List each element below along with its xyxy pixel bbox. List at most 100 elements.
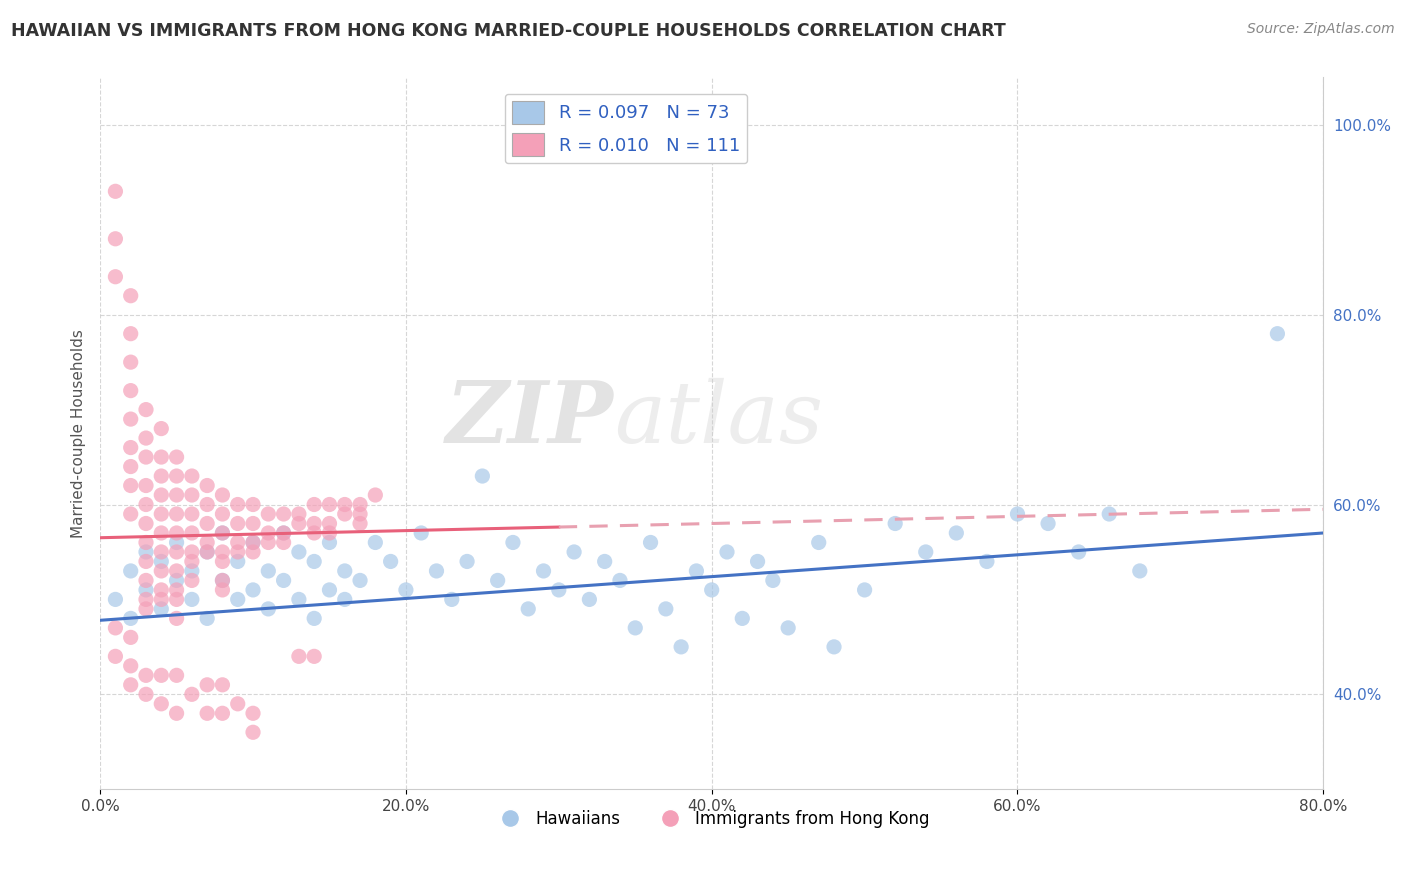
Point bbox=[195, 498, 218, 512]
Point bbox=[731, 611, 754, 625]
Point bbox=[211, 574, 233, 588]
Point bbox=[884, 516, 907, 531]
Point bbox=[288, 516, 311, 531]
Point bbox=[120, 412, 142, 426]
Point bbox=[425, 564, 447, 578]
Point bbox=[135, 431, 157, 445]
Point bbox=[104, 649, 127, 664]
Point bbox=[195, 545, 218, 559]
Point bbox=[166, 574, 188, 588]
Point bbox=[1098, 507, 1121, 521]
Point bbox=[226, 516, 249, 531]
Point bbox=[226, 498, 249, 512]
Point bbox=[288, 592, 311, 607]
Point bbox=[195, 611, 218, 625]
Point bbox=[104, 621, 127, 635]
Text: ZIP: ZIP bbox=[446, 377, 614, 461]
Point bbox=[257, 602, 280, 616]
Point bbox=[226, 535, 249, 549]
Point bbox=[135, 602, 157, 616]
Point bbox=[242, 582, 264, 597]
Point bbox=[411, 526, 433, 541]
Point bbox=[242, 535, 264, 549]
Point bbox=[166, 526, 188, 541]
Text: Source: ZipAtlas.com: Source: ZipAtlas.com bbox=[1247, 22, 1395, 37]
Point bbox=[1067, 545, 1090, 559]
Point bbox=[150, 526, 173, 541]
Point bbox=[624, 621, 647, 635]
Point bbox=[166, 535, 188, 549]
Point bbox=[609, 574, 631, 588]
Point bbox=[640, 535, 662, 549]
Point bbox=[135, 516, 157, 531]
Point bbox=[135, 554, 157, 568]
Point bbox=[226, 592, 249, 607]
Point bbox=[180, 554, 202, 568]
Point bbox=[211, 507, 233, 521]
Point bbox=[273, 526, 295, 541]
Point bbox=[135, 582, 157, 597]
Point bbox=[120, 611, 142, 625]
Point bbox=[380, 554, 402, 568]
Point bbox=[120, 658, 142, 673]
Point bbox=[195, 678, 218, 692]
Point bbox=[195, 478, 218, 492]
Point bbox=[120, 459, 142, 474]
Point bbox=[1007, 507, 1029, 521]
Point bbox=[211, 545, 233, 559]
Point bbox=[273, 535, 295, 549]
Point bbox=[195, 516, 218, 531]
Point bbox=[166, 488, 188, 502]
Point bbox=[120, 564, 142, 578]
Point bbox=[533, 564, 555, 578]
Point bbox=[166, 582, 188, 597]
Point bbox=[166, 507, 188, 521]
Point bbox=[302, 498, 325, 512]
Point bbox=[288, 545, 311, 559]
Point bbox=[150, 507, 173, 521]
Point bbox=[226, 554, 249, 568]
Point bbox=[104, 269, 127, 284]
Point bbox=[166, 592, 188, 607]
Point bbox=[150, 450, 173, 464]
Point bbox=[578, 592, 600, 607]
Point bbox=[211, 554, 233, 568]
Point bbox=[180, 469, 202, 483]
Point bbox=[471, 469, 494, 483]
Point bbox=[288, 649, 311, 664]
Point bbox=[166, 706, 188, 721]
Point bbox=[257, 526, 280, 541]
Point bbox=[288, 507, 311, 521]
Point bbox=[120, 355, 142, 369]
Point bbox=[180, 488, 202, 502]
Point bbox=[180, 687, 202, 701]
Point bbox=[349, 507, 371, 521]
Point bbox=[349, 574, 371, 588]
Point bbox=[914, 545, 936, 559]
Point bbox=[517, 602, 540, 616]
Point bbox=[166, 564, 188, 578]
Point bbox=[135, 592, 157, 607]
Point bbox=[211, 488, 233, 502]
Text: HAWAIIAN VS IMMIGRANTS FROM HONG KONG MARRIED-COUPLE HOUSEHOLDS CORRELATION CHAR: HAWAIIAN VS IMMIGRANTS FROM HONG KONG MA… bbox=[11, 22, 1007, 40]
Point bbox=[150, 592, 173, 607]
Point bbox=[502, 535, 524, 549]
Point bbox=[302, 516, 325, 531]
Point bbox=[302, 554, 325, 568]
Point bbox=[685, 564, 707, 578]
Point bbox=[150, 421, 173, 435]
Point bbox=[762, 574, 785, 588]
Point bbox=[211, 706, 233, 721]
Point bbox=[318, 582, 340, 597]
Point bbox=[135, 574, 157, 588]
Point bbox=[562, 545, 585, 559]
Point bbox=[273, 507, 295, 521]
Point bbox=[150, 697, 173, 711]
Point bbox=[150, 469, 173, 483]
Point bbox=[807, 535, 830, 549]
Point bbox=[135, 498, 157, 512]
Point bbox=[242, 706, 264, 721]
Point bbox=[333, 507, 356, 521]
Point bbox=[166, 668, 188, 682]
Point bbox=[150, 582, 173, 597]
